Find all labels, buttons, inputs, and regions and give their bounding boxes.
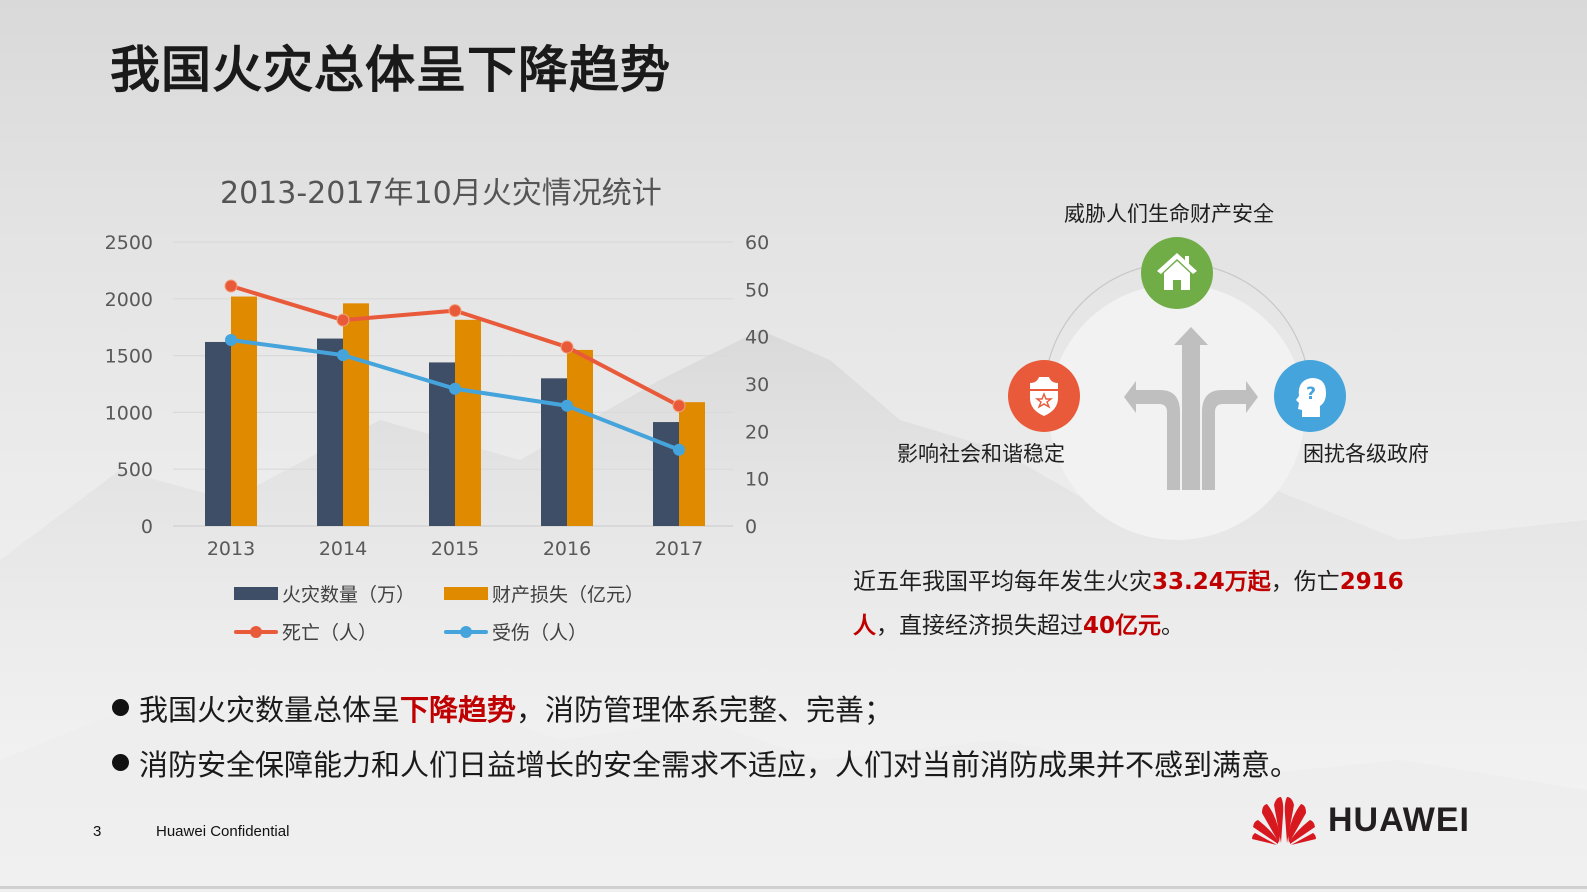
- svg-text:2500: 2500: [105, 232, 153, 254]
- bullet-highlight: 下降趋势: [400, 692, 517, 727]
- legend-line-swatch: [444, 625, 488, 639]
- head-question-icon: ?: [1274, 360, 1346, 432]
- legend-bar-swatch: [444, 587, 488, 600]
- legend-label: 受伤（人）: [492, 622, 588, 644]
- svg-text:2000: 2000: [105, 289, 153, 311]
- summary-text-part: 。: [1161, 613, 1185, 639]
- diagram-label-right: 困扰各级政府: [1303, 442, 1429, 466]
- line-marker: [672, 399, 686, 413]
- bar: [205, 341, 231, 526]
- legend-label: 财产损失（亿元）: [492, 584, 645, 606]
- summary-highlight-loss: 40亿元: [1083, 613, 1162, 639]
- legend-item-loss: 财产损失（亿元）: [444, 580, 644, 607]
- line-marker: [448, 304, 462, 318]
- svg-text:2017: 2017: [655, 538, 703, 560]
- bullet-dot-icon: [112, 699, 129, 716]
- line-marker: [449, 382, 461, 395]
- line-marker: [225, 333, 237, 346]
- svg-text:40: 40: [745, 327, 769, 349]
- diagram-label-top: 威胁人们生命财产安全: [1064, 202, 1274, 226]
- summary-text: 近五年我国平均每年发生火灾33.24万起，伤亡2916 人，直接经济损失超过40亿…: [853, 560, 1433, 648]
- legend-label: 火灾数量（万）: [282, 584, 416, 606]
- logo-text: HUAWEI: [1328, 800, 1470, 839]
- line-marker: [560, 340, 574, 354]
- summary-text-part: ，直接经济损失超过: [876, 613, 1083, 639]
- left-axis-ticks: 0 500 1000 1500 2000 2500: [105, 232, 153, 538]
- svg-text:2016: 2016: [543, 538, 591, 560]
- legend-label: 死亡（人）: [282, 622, 378, 644]
- house-icon: [1141, 237, 1213, 309]
- chart-lines: [224, 279, 686, 456]
- summary-text-part: ，伤亡: [1270, 569, 1340, 595]
- svg-text:10: 10: [745, 469, 769, 491]
- huawei-logo: HUAWEI: [1250, 795, 1470, 845]
- summary-highlight-unit: 人: [853, 613, 876, 639]
- svg-text:1000: 1000: [105, 402, 153, 424]
- bar: [231, 296, 257, 526]
- huawei-flower-icon: [1252, 797, 1316, 845]
- summary-text-part: 近五年我国平均每年发生火灾: [853, 569, 1152, 595]
- right-axis-ticks: 0 10 20 30 40 50 60: [745, 232, 769, 538]
- chart-title: 2013-2017年10月火灾情况统计: [220, 176, 662, 211]
- page-number: 3: [93, 823, 102, 840]
- line-marker: [561, 399, 573, 412]
- bullet-item: 消防安全保障能力和人们日益增长的安全需求不适应，人们对当前消防成果并不感到满意。: [112, 735, 1299, 790]
- bullet-text: 消防安全保障能力和人们日益增长的安全需求不适应，人们对当前消防成果并不感到满意。: [139, 747, 1300, 782]
- svg-text:0: 0: [141, 516, 153, 538]
- svg-text:2013: 2013: [207, 538, 255, 560]
- summary-highlight-fires: 33.24万起: [1152, 569, 1271, 595]
- bullet-text: 我国火灾数量总体呈: [139, 692, 401, 727]
- chart-bars: [205, 296, 705, 526]
- line-marker: [337, 349, 349, 362]
- x-axis-ticks: 2013 2014 2015 2016 2017: [207, 538, 703, 560]
- legend-bar-swatch: [234, 587, 278, 600]
- line-marker: [673, 443, 685, 456]
- footer-divider: [0, 886, 1587, 889]
- svg-text:0: 0: [745, 516, 757, 538]
- split-arrows-icon: [1124, 327, 1258, 490]
- slide-title: 我国火灾总体呈下降趋势: [110, 41, 671, 99]
- svg-text:60: 60: [745, 232, 769, 254]
- bar: [317, 338, 343, 526]
- line-marker: [336, 313, 350, 327]
- bar: [679, 402, 705, 526]
- legend-item-injuries: 受伤（人）: [444, 618, 587, 645]
- legend-item-deaths: 死亡（人）: [234, 618, 377, 645]
- legend-line-swatch: [234, 625, 278, 639]
- summary-highlight-casualties: 2916: [1339, 569, 1404, 595]
- svg-text:500: 500: [117, 459, 153, 481]
- legend-item-fires: 火灾数量（万）: [234, 580, 415, 607]
- svg-text:2014: 2014: [319, 538, 367, 560]
- svg-text:?: ?: [1306, 384, 1316, 404]
- svg-text:30: 30: [745, 374, 769, 396]
- svg-text:20: 20: [745, 421, 769, 443]
- svg-text:2015: 2015: [431, 538, 479, 560]
- line-marker: [224, 279, 238, 293]
- bullet-dot-icon: [112, 754, 129, 771]
- bar: [455, 319, 481, 526]
- bullet-list: 我国火灾数量总体呈 下降趋势 ，消防管理体系完整、完善； 消防安全保障能力和人们日益…: [112, 680, 1299, 790]
- police-badge-icon: [1008, 360, 1080, 432]
- svg-text:50: 50: [745, 279, 769, 301]
- svg-text:1500: 1500: [105, 346, 153, 368]
- bullet-item: 我国火灾数量总体呈 下降趋势 ，消防管理体系完整、完善；: [112, 680, 1299, 735]
- bullet-text: ，消防管理体系完整、完善；: [516, 692, 894, 727]
- confidential-label: Huawei Confidential: [156, 823, 290, 840]
- diagram-label-left: 影响社会和谐稳定: [897, 442, 1065, 466]
- bar: [567, 349, 593, 526]
- bar: [343, 303, 369, 526]
